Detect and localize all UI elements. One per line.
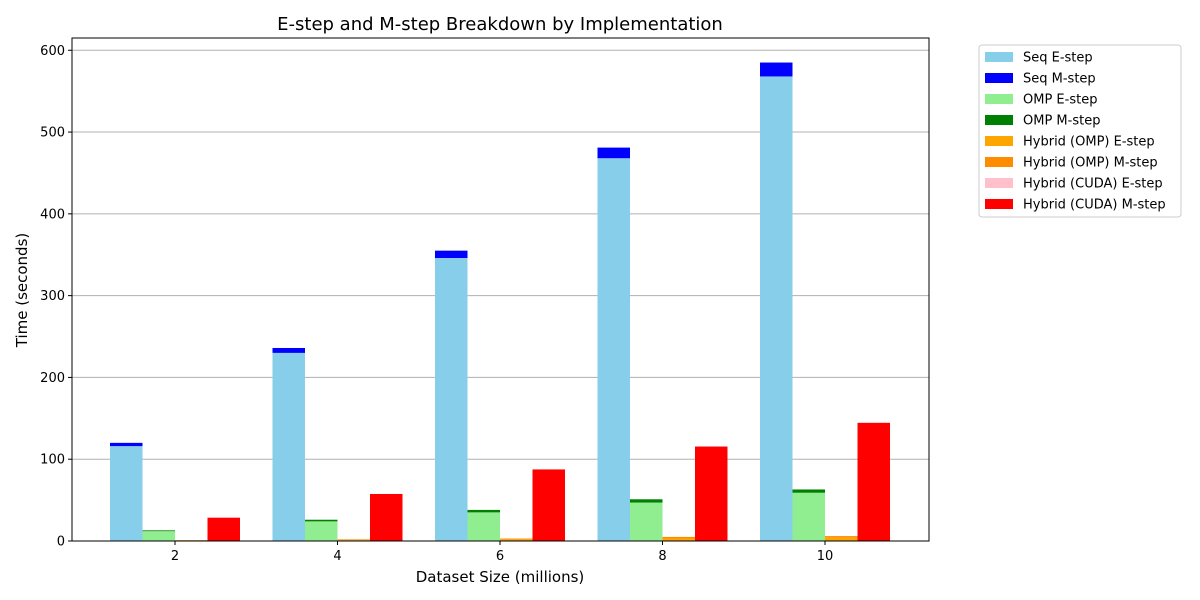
omp-e-step-bar [792,492,825,541]
legend-label: Hybrid (OMP) M-step [1023,156,1158,171]
y-tick-label: 400 [40,207,65,222]
seq-e-step-bar [435,258,468,541]
hybrid-cuda-m-step-bar [695,446,728,541]
x-tick-label: 4 [333,549,341,564]
y-tick-label: 300 [40,289,65,304]
legend-label: OMP M-step [1023,114,1100,129]
y-tick-label: 0 [57,535,65,550]
legend-swatch [985,73,1013,83]
y-tick-label: 600 [40,44,65,59]
seq-m-step-bar [760,62,793,77]
legend-swatch [985,115,1013,125]
seq-e-step-bar [597,158,630,542]
hybrid-omp-e-step-bar [825,537,858,541]
bars [110,62,890,542]
hybrid-cuda-m-step-bar [532,469,565,541]
x-tick-label: 2 [171,549,179,564]
seq-e-step-bar [272,352,305,541]
legend-swatch [985,52,1013,62]
legend-swatch [985,178,1013,188]
x-tick-label: 6 [496,549,504,564]
omp-e-step-bar [142,531,175,541]
hybrid-cuda-m-step-bar [207,517,240,541]
omp-m-step-bar [467,509,500,513]
hybrid-omp-m-step-bar [500,538,533,540]
legend-label: Hybrid (CUDA) E-step [1023,177,1163,192]
x-axis-ticks: 2 4 6 8 10 [171,541,833,564]
omp-m-step-bar [305,519,338,522]
legend-frame [978,44,1182,218]
y-axis-ticks: 0 100 200 300 400 500 600 [40,44,72,550]
legend-label: Hybrid (CUDA) M-step [1023,198,1166,213]
legend-label: Seq E-step [1023,51,1093,66]
legend-swatch [985,136,1013,146]
omp-e-step-bar [630,502,663,541]
hybrid-omp-e-step-bar [662,538,695,541]
x-axis-title: Dataset Size (millions) [416,568,585,586]
omp-m-step-bar [630,499,663,503]
seq-e-step-bar [760,76,793,542]
seq-m-step-bar [272,347,305,353]
x-tick-label: 10 [817,549,834,564]
omp-e-step-bar [467,512,500,541]
hybrid-cuda-m-step-bar [370,493,403,541]
hybrid-omp-m-step-bar [337,539,370,541]
y-tick-label: 200 [40,371,65,386]
seq-m-step-bar [597,147,630,159]
x-tick-label: 8 [658,549,666,564]
seq-e-step-bar [110,446,143,541]
omp-m-step-bar [142,530,175,532]
legend-label: Hybrid (OMP) E-step [1023,135,1155,150]
legend-swatch [985,199,1013,209]
legend: Seq E-step Seq M-step OMP E-step OMP M-step… [978,44,1182,218]
legend-swatch [985,157,1013,167]
hybrid-omp-m-step-bar [825,536,858,538]
omp-m-step-bar [792,489,825,493]
chart-title: E-step and M-step Breakdown by Implement… [277,14,723,35]
hybrid-omp-m-step-bar [662,536,695,539]
omp-e-step-bar [305,521,338,541]
seq-m-step-bar [110,442,143,447]
y-tick-label: 100 [40,453,65,468]
legend-label: OMP E-step [1023,93,1097,108]
hybrid-cuda-m-step-bar [857,422,890,541]
hybrid-omp-e-step-bar [500,539,533,541]
legend-swatch [985,94,1013,104]
y-tick-label: 500 [40,126,65,141]
legend-label: Seq M-step [1023,72,1096,87]
y-axis-title: Time (seconds) [13,233,31,349]
seq-m-step-bar [435,250,468,259]
